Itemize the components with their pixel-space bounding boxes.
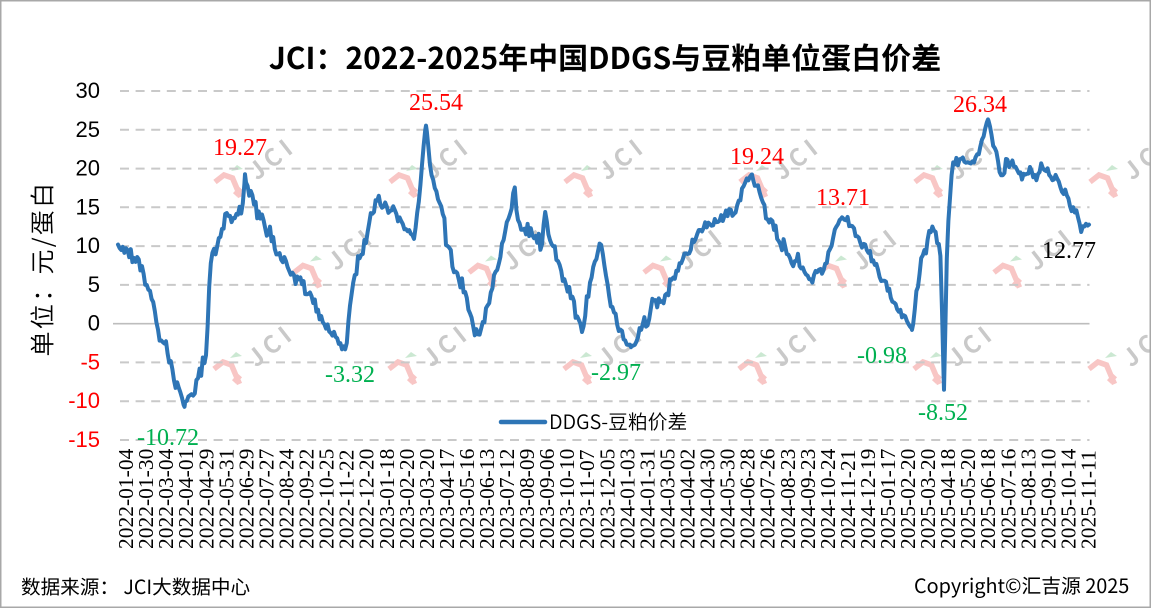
svg-text:-5: -5 [80, 349, 100, 374]
svg-text:2023-06-13: 2023-06-13 [475, 449, 499, 549]
svg-text:2024-01-03: 2024-01-03 [615, 449, 639, 549]
svg-text:2023-03-20: 2023-03-20 [415, 449, 439, 549]
svg-text:2024-09-23: 2024-09-23 [796, 449, 820, 549]
svg-text:2024-11-21: 2024-11-21 [836, 449, 860, 549]
svg-text:-8.52: -8.52 [918, 400, 968, 426]
svg-text:2023-10-10: 2023-10-10 [555, 449, 579, 549]
svg-text:-2.97: -2.97 [591, 360, 641, 386]
svg-text:2024-04-02: 2024-04-02 [676, 449, 700, 549]
svg-text:2025-02-20: 2025-02-20 [896, 449, 920, 549]
svg-text:-3.32: -3.32 [325, 362, 375, 388]
svg-text:2023-07-12: 2023-07-12 [495, 449, 519, 549]
svg-text:2022-04-29: 2022-04-29 [194, 449, 218, 549]
svg-text:2024-05-30: 2024-05-30 [716, 449, 740, 549]
svg-text:2025-03-20: 2025-03-20 [916, 449, 940, 549]
svg-text:2022-11-22: 2022-11-22 [335, 449, 359, 549]
svg-text:2024-07-26: 2024-07-26 [756, 448, 780, 549]
svg-text:2023-12-05: 2023-12-05 [595, 449, 619, 549]
svg-text:2022-01-30: 2022-01-30 [134, 449, 158, 549]
svg-text:5: 5 [88, 272, 100, 297]
svg-text:2025-10-14: 2025-10-14 [1057, 448, 1081, 549]
svg-text:2023-05-16: 2023-05-16 [455, 448, 479, 549]
svg-text:2024-04-30: 2024-04-30 [696, 449, 720, 549]
svg-text:2024-03-05: 2024-03-05 [656, 449, 680, 549]
svg-text:-10.72: -10.72 [137, 425, 199, 451]
svg-text:2023-09-06: 2023-09-06 [535, 448, 559, 549]
svg-text:2022-06-29: 2022-06-29 [234, 449, 258, 549]
svg-text:2025-08-13: 2025-08-13 [1016, 449, 1040, 549]
svg-text:2024-08-23: 2024-08-23 [776, 449, 800, 549]
svg-text:2024-12-19: 2024-12-19 [856, 449, 880, 549]
svg-text:25.54: 25.54 [409, 90, 463, 116]
svg-text:2022-05-31: 2022-05-31 [214, 449, 238, 549]
svg-text:2025-05-20: 2025-05-20 [956, 449, 980, 549]
svg-text:15: 15 [76, 194, 100, 219]
svg-text:2025-01-17: 2025-01-17 [876, 448, 900, 549]
svg-text:2025-09-10: 2025-09-10 [1036, 449, 1060, 549]
svg-text:-10: -10 [68, 388, 100, 413]
svg-text:25: 25 [76, 117, 100, 142]
svg-text:-15: -15 [68, 427, 100, 452]
svg-text:2023-11-07: 2023-11-07 [575, 449, 599, 549]
svg-text:30: 30 [76, 78, 100, 103]
svg-text:-0.98: -0.98 [857, 343, 907, 369]
svg-text:2022-04-01: 2022-04-01 [174, 449, 198, 549]
svg-text:2025-11-11: 2025-11-11 [1077, 450, 1101, 549]
svg-text:26.34: 26.34 [953, 92, 1007, 118]
svg-text:2022-10-25: 2022-10-25 [315, 449, 339, 549]
svg-text:2024-10-24: 2024-10-24 [816, 448, 840, 549]
svg-text:2025-06-18: 2025-06-18 [976, 449, 1000, 549]
svg-text:2023-08-09: 2023-08-09 [515, 449, 539, 549]
svg-text:20: 20 [76, 156, 100, 181]
svg-text:2023-04-17: 2023-04-17 [435, 448, 459, 549]
svg-text:19.27: 19.27 [213, 135, 267, 161]
svg-text:0: 0 [88, 311, 100, 336]
svg-text:2025-07-16: 2025-07-16 [996, 448, 1020, 549]
svg-text:2022-09-22: 2022-09-22 [295, 449, 319, 549]
svg-text:2023-02-20: 2023-02-20 [395, 449, 419, 549]
svg-text:2022-08-24: 2022-08-24 [275, 448, 299, 549]
svg-text:2022-07-27: 2022-07-27 [254, 448, 278, 549]
svg-text:13.71: 13.71 [816, 185, 870, 211]
svg-text:2024-06-28: 2024-06-28 [736, 449, 760, 549]
svg-text:2024-01-31: 2024-01-31 [635, 449, 659, 549]
svg-text:12.77: 12.77 [1042, 238, 1096, 264]
svg-text:2022-12-20: 2022-12-20 [355, 449, 379, 549]
svg-text:2025-04-18: 2025-04-18 [936, 449, 960, 549]
svg-text:2023-01-18: 2023-01-18 [375, 449, 399, 549]
svg-text:19.24: 19.24 [730, 144, 784, 170]
svg-text:10: 10 [76, 233, 100, 258]
svg-text:2022-01-04: 2022-01-04 [114, 448, 138, 549]
svg-text:2022-03-04: 2022-03-04 [154, 448, 178, 549]
